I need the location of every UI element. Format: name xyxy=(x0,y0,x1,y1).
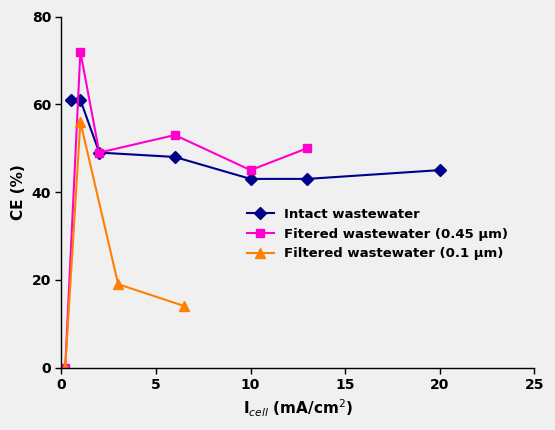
Fitered wastewater (0.45 μm) xyxy=(77,49,84,54)
Line: Intact wastewater: Intact wastewater xyxy=(67,96,444,183)
Line: Filtered wastewater (0.1 μm): Filtered wastewater (0.1 μm) xyxy=(60,117,189,372)
Intact wastewater xyxy=(68,97,74,102)
Intact wastewater xyxy=(96,150,103,155)
Fitered wastewater (0.45 μm) xyxy=(62,365,69,370)
Y-axis label: CE (%): CE (%) xyxy=(11,164,26,220)
Intact wastewater xyxy=(77,97,84,102)
Intact wastewater xyxy=(171,154,178,160)
Fitered wastewater (0.45 μm) xyxy=(304,146,311,151)
Filtered wastewater (0.1 μm) xyxy=(62,365,69,370)
Fitered wastewater (0.45 μm) xyxy=(247,168,254,173)
X-axis label: I$_{cell}$ (mA/cm$^2$): I$_{cell}$ (mA/cm$^2$) xyxy=(243,397,353,419)
Intact wastewater xyxy=(247,176,254,181)
Fitered wastewater (0.45 μm) xyxy=(171,132,178,138)
Intact wastewater xyxy=(304,176,311,181)
Fitered wastewater (0.45 μm) xyxy=(96,150,103,155)
Line: Fitered wastewater (0.45 μm): Fitered wastewater (0.45 μm) xyxy=(61,48,311,372)
Intact wastewater xyxy=(436,168,443,173)
Legend: Intact wastewater, Fitered wastewater (0.45 μm), Filtered wastewater (0.1 μm): Intact wastewater, Fitered wastewater (0… xyxy=(242,203,513,266)
Filtered wastewater (0.1 μm) xyxy=(77,119,84,124)
Filtered wastewater (0.1 μm) xyxy=(115,282,122,287)
Filtered wastewater (0.1 μm) xyxy=(181,304,188,309)
